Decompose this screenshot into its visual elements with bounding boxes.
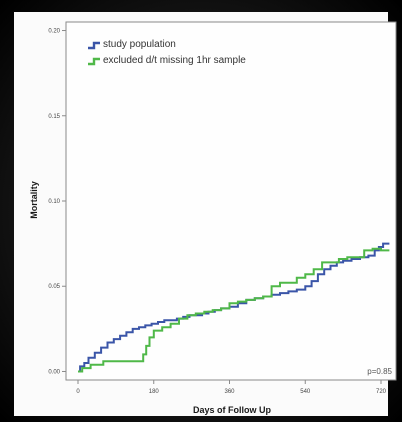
- plot-frame: [65, 21, 397, 381]
- x-tick-label: 360: [224, 389, 235, 395]
- legend-entry-excluded: excluded d/t missing 1hr sample: [88, 55, 246, 66]
- y-tick-label: 0.15: [48, 114, 60, 120]
- legend-swatch-study-population: [88, 41, 100, 50]
- legend-swatch-excluded: [88, 57, 100, 66]
- y-axis-title: Mortality: [29, 181, 39, 219]
- x-axis: 0 180 360 540 720: [76, 380, 387, 395]
- legend-label-excluded: excluded d/t missing 1hr sample: [103, 55, 246, 66]
- y-tick-label: 0.10: [48, 199, 60, 205]
- y-axis: 0.00 0.05 0.10 0.15 0.20: [48, 29, 66, 375]
- x-tick-label: 720: [376, 389, 387, 395]
- x-tick-label: 0: [76, 389, 80, 395]
- series-excluded-line: [78, 247, 390, 373]
- p-value-annotation: p=0.85: [367, 367, 392, 376]
- x-tick-label: 540: [300, 389, 311, 395]
- legend-label-study-population: study population: [103, 39, 176, 50]
- x-tick-label: 180: [149, 389, 160, 395]
- x-axis-title: Days of Follow Up: [193, 405, 272, 415]
- legend-entry-study-population: study population: [88, 39, 176, 50]
- y-tick-label: 0.20: [48, 29, 60, 35]
- legend: study population excluded d/t missing 1h…: [88, 39, 246, 66]
- y-tick-label: 0.05: [48, 284, 60, 290]
- series-layer: [78, 242, 390, 373]
- y-tick-label: 0.00: [48, 369, 60, 375]
